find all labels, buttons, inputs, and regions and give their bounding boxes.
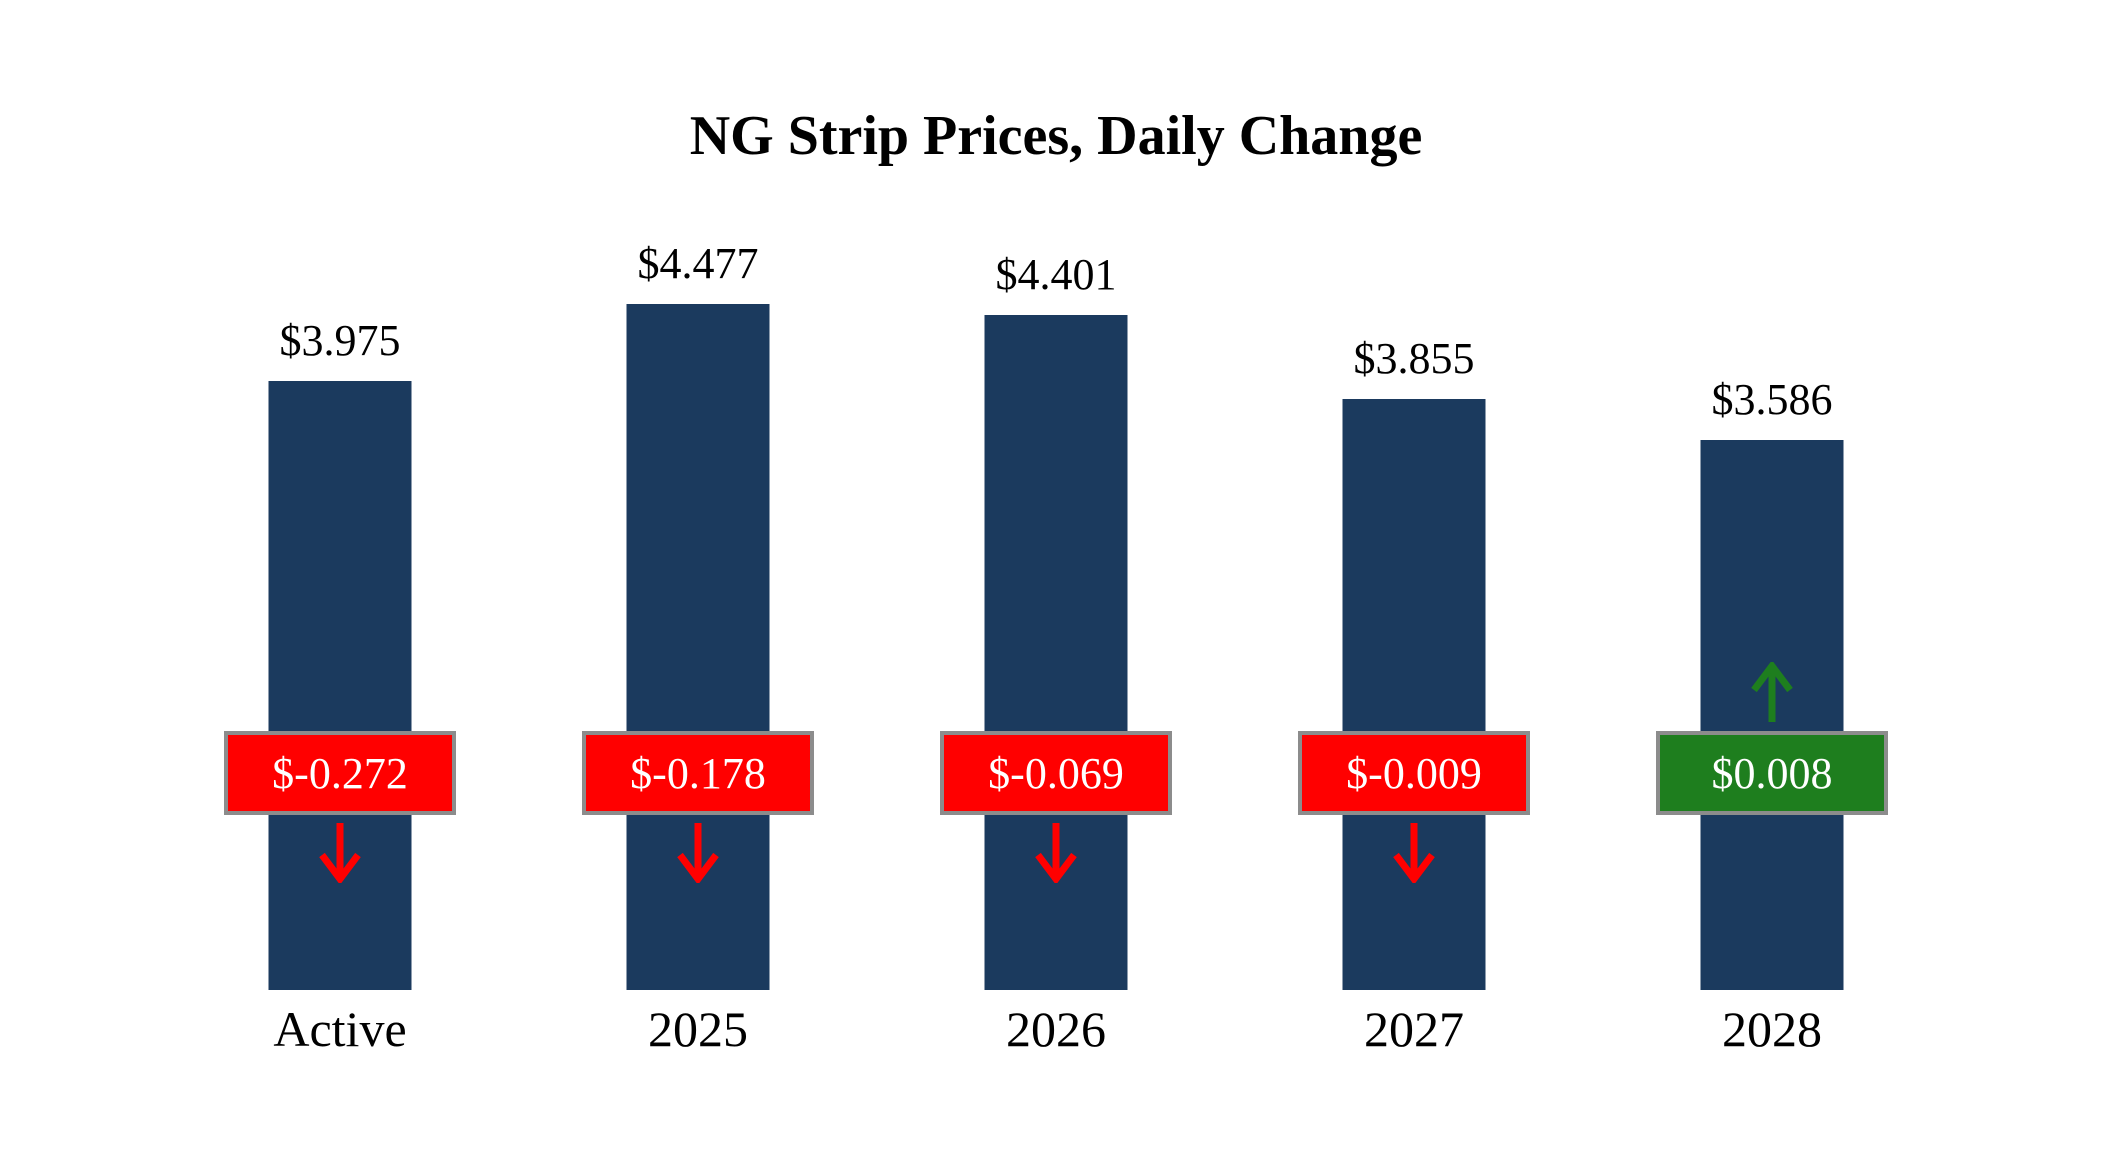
bar bbox=[1342, 399, 1486, 990]
bar bbox=[268, 381, 412, 990]
bar-value-label: $3.586 bbox=[1711, 375, 1833, 424]
change-badge-label: $0.008 bbox=[1711, 748, 1833, 798]
bar bbox=[626, 304, 770, 990]
category-label: 2028 bbox=[1722, 1001, 1822, 1057]
change-badge-label: $-0.178 bbox=[630, 748, 766, 798]
change-badge: $-0.069 bbox=[940, 731, 1172, 815]
down-arrow-icon bbox=[1388, 821, 1440, 885]
up-arrow-icon bbox=[1746, 660, 1798, 724]
change-badge-label: $-0.009 bbox=[1346, 748, 1482, 798]
bar bbox=[984, 315, 1128, 990]
change-badge-label: $-0.069 bbox=[988, 748, 1124, 798]
change-badge: $-0.009 bbox=[1298, 731, 1530, 815]
down-arrow-icon bbox=[314, 821, 366, 885]
bar-value-label: $4.401 bbox=[995, 250, 1117, 299]
bar-group-2026: $4.401 $-0.069 2026 bbox=[906, 0, 1206, 1152]
bar-value-label: $3.855 bbox=[1353, 334, 1475, 383]
bar-group-2027: $3.855 $-0.009 2027 bbox=[1264, 0, 1564, 1152]
bar-group-2028: $3.586 $0.008 2028 bbox=[1622, 0, 1922, 1152]
change-badge: $-0.178 bbox=[582, 731, 814, 815]
change-badge: $-0.272 bbox=[224, 731, 456, 815]
category-label: 2027 bbox=[1364, 1001, 1464, 1057]
bar-value-label: $4.477 bbox=[637, 239, 759, 288]
change-badge-label: $-0.272 bbox=[272, 748, 408, 798]
change-badge: $0.008 bbox=[1656, 731, 1888, 815]
down-arrow-icon bbox=[1030, 821, 1082, 885]
down-arrow-icon bbox=[672, 821, 724, 885]
chart-title: NG Strip Prices, Daily Change bbox=[689, 105, 1423, 167]
category-label: Active bbox=[273, 1001, 407, 1057]
category-label: 2026 bbox=[1006, 1001, 1106, 1057]
bar-group-active: $3.975 $-0.272 Active bbox=[190, 0, 490, 1152]
category-label: 2025 bbox=[648, 1001, 748, 1057]
bar-value-label: $3.975 bbox=[279, 316, 401, 365]
bar-group-2025: $4.477 $-0.178 2025 bbox=[548, 0, 848, 1152]
